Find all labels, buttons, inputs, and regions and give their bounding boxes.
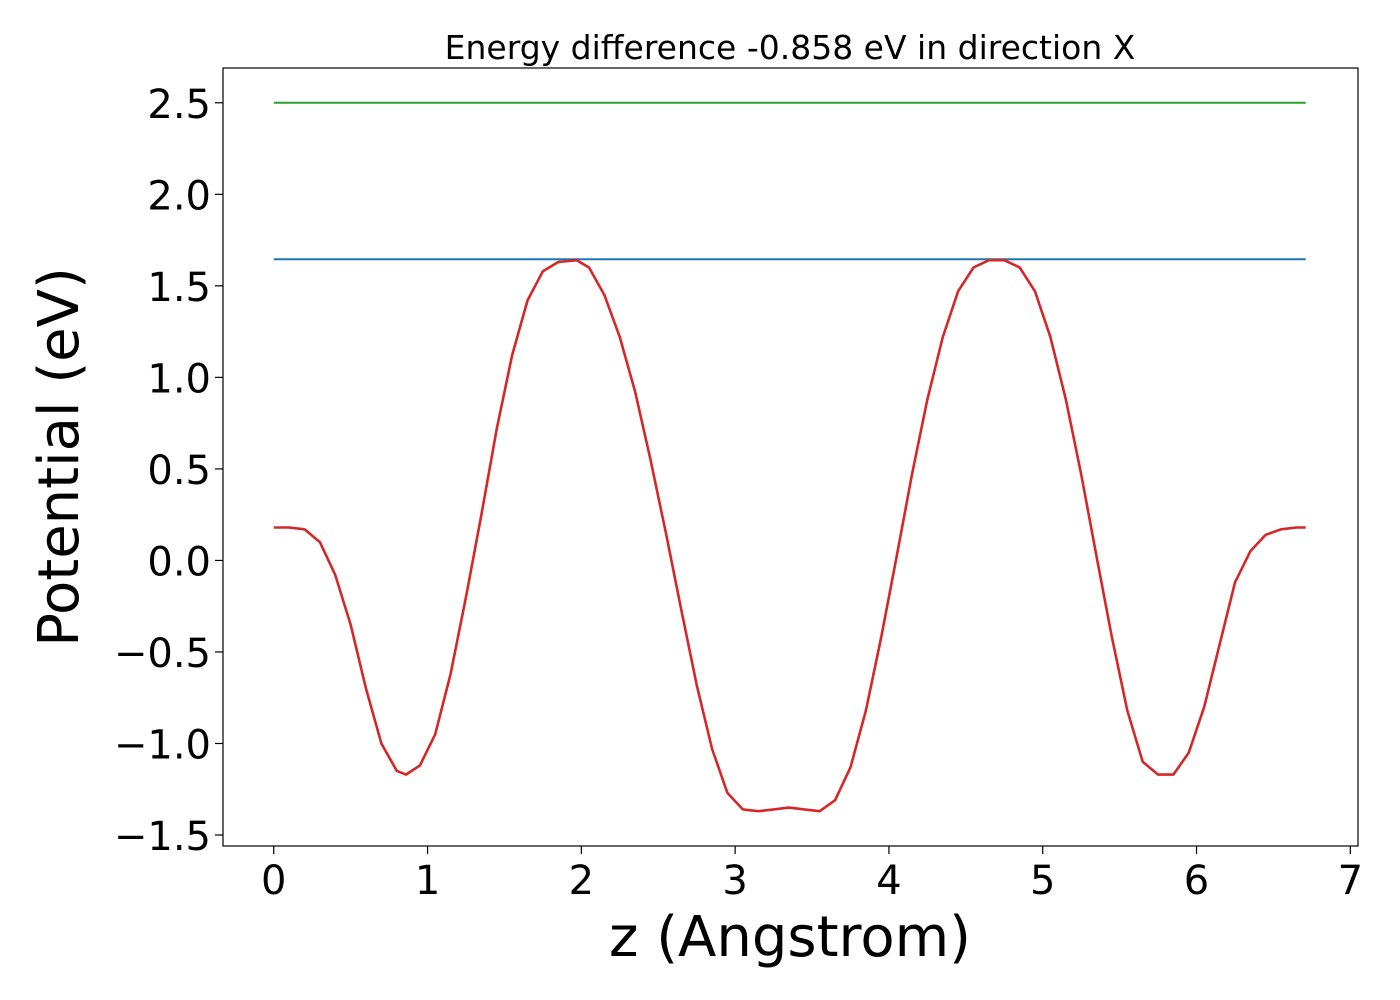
y-tick-label: −1.0	[114, 722, 211, 768]
y-tick-label: −1.5	[114, 814, 211, 860]
x-tick-label: 2	[569, 858, 594, 904]
y-tick-label: 1.5	[147, 265, 211, 311]
y-tick-label: 0.0	[147, 539, 211, 585]
x-axis-label: z (Angstrom)	[609, 905, 971, 970]
y-tick-label: −0.5	[114, 631, 211, 677]
series-layer	[273, 101, 1306, 813]
plot-frame	[222, 67, 1359, 847]
x-tick-label: 3	[722, 858, 747, 904]
x-tick-label: 1	[415, 858, 440, 904]
series-line-3	[273, 258, 1306, 813]
x-tick-label: 5	[1030, 858, 1055, 904]
x-tick-label: 6	[1184, 858, 1209, 904]
y-tick-label: 0.5	[147, 448, 211, 494]
x-tick-label: 7	[1338, 858, 1363, 904]
y-axis-ticks: −1.5 −1.0 −0.5 0.0 0.5 1.0 1.5 2.0 2.5	[114, 82, 223, 860]
y-axis-label: Potential (eV)	[27, 267, 92, 647]
y-tick-label: 2.5	[147, 82, 211, 128]
y-tick-label: 2.0	[147, 173, 211, 219]
y-tick-label: 1.0	[147, 356, 211, 402]
x-axis-ticks: 0 1 2 3 4 5 6 7	[261, 846, 1363, 904]
x-tick-label: 0	[261, 858, 286, 904]
chart-title: Energy difference -0.858 eV in direction…	[445, 28, 1136, 67]
x-tick-label: 4	[876, 858, 901, 904]
